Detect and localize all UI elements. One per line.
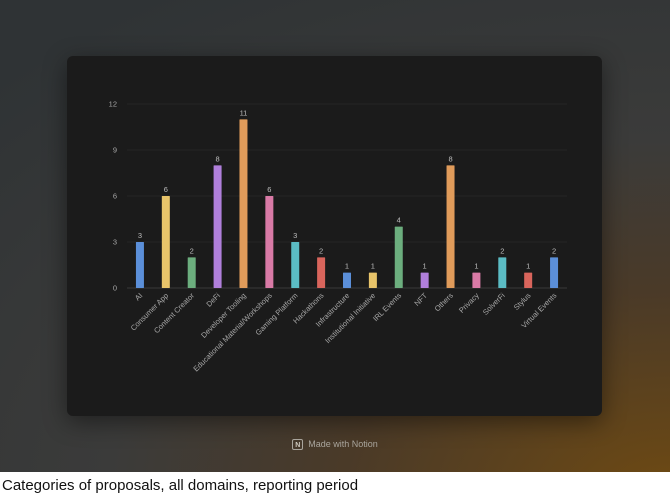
bar-value-label: 3 bbox=[293, 231, 297, 240]
bar-infrastructure[interactable] bbox=[343, 272, 351, 288]
bar-virtual-events[interactable] bbox=[550, 257, 559, 288]
bar-developer-tooling[interactable] bbox=[239, 119, 248, 288]
y-tick-label: 0 bbox=[113, 284, 117, 293]
bar-value-label: 4 bbox=[397, 216, 401, 225]
x-category-label: Developer Tooling bbox=[199, 291, 248, 340]
bar-stylus[interactable] bbox=[524, 272, 533, 288]
bar-value-label: 6 bbox=[164, 185, 168, 194]
bar-value-label: 2 bbox=[190, 246, 194, 255]
bar-hackathons[interactable] bbox=[317, 257, 326, 288]
x-category-label: NFT bbox=[412, 291, 429, 308]
bar-nft[interactable] bbox=[420, 272, 429, 288]
bar-value-label: 1 bbox=[423, 262, 427, 271]
bar-ai[interactable] bbox=[135, 242, 144, 288]
bar-value-label: 3 bbox=[138, 231, 142, 240]
x-category-label: Stylus bbox=[512, 291, 533, 312]
y-tick-label: 12 bbox=[109, 100, 117, 109]
bar-value-label: 2 bbox=[500, 246, 504, 255]
bar-value-label: 2 bbox=[552, 246, 556, 255]
bar-value-label: 6 bbox=[267, 185, 271, 194]
made-with-notion-badge[interactable]: N Made with Notion bbox=[0, 436, 670, 452]
bar-others[interactable] bbox=[446, 165, 455, 288]
bar-content-creator[interactable] bbox=[187, 257, 196, 288]
bar-educational-material-workshops[interactable] bbox=[265, 196, 274, 288]
bar-value-label: 8 bbox=[448, 154, 452, 163]
y-tick-label: 3 bbox=[113, 238, 117, 247]
bar-institutional-initiative[interactable] bbox=[368, 272, 377, 288]
chart-card: 0 3 6 9 12 3 AI 6 Consumer App 2 Content Creator 8 D… bbox=[67, 56, 602, 416]
figure-caption: Categories of proposals, all domains, re… bbox=[0, 472, 670, 500]
bar-value-label: 11 bbox=[240, 108, 248, 117]
x-category-label: DeFi bbox=[204, 291, 222, 309]
page-background: 0 3 6 9 12 3 AI 6 Consumer App 2 Content Creator 8 D… bbox=[0, 56, 670, 452]
notion-badge-label: Made with Notion bbox=[308, 439, 378, 449]
bar-privacy[interactable] bbox=[472, 272, 481, 288]
x-category-label: Privacy bbox=[457, 291, 481, 315]
bar-value-label: 1 bbox=[371, 262, 375, 271]
y-tick-label: 9 bbox=[113, 146, 117, 155]
notion-logo-icon: N bbox=[292, 438, 304, 450]
bar-value-label: 8 bbox=[216, 154, 220, 163]
x-category-label: Others bbox=[433, 291, 455, 313]
bar-irl-events[interactable] bbox=[394, 226, 403, 288]
y-tick-label: 6 bbox=[113, 192, 117, 201]
bar-solverfi[interactable] bbox=[498, 257, 507, 288]
bar-value-label: 1 bbox=[474, 262, 478, 271]
x-category-label: IRL Events bbox=[371, 291, 403, 323]
bar-defi[interactable] bbox=[213, 165, 222, 288]
x-category-label: Institutional Initiative bbox=[323, 291, 377, 345]
bar-value-label: 1 bbox=[345, 262, 349, 271]
bar-value-label: 2 bbox=[319, 246, 323, 255]
bar-value-label: 1 bbox=[526, 262, 530, 271]
x-category-label: SolverFi bbox=[481, 291, 507, 317]
bar-gaming-platform[interactable] bbox=[291, 242, 300, 288]
x-category-label: AI bbox=[133, 291, 144, 302]
bar-consumer-app[interactable] bbox=[161, 196, 170, 288]
